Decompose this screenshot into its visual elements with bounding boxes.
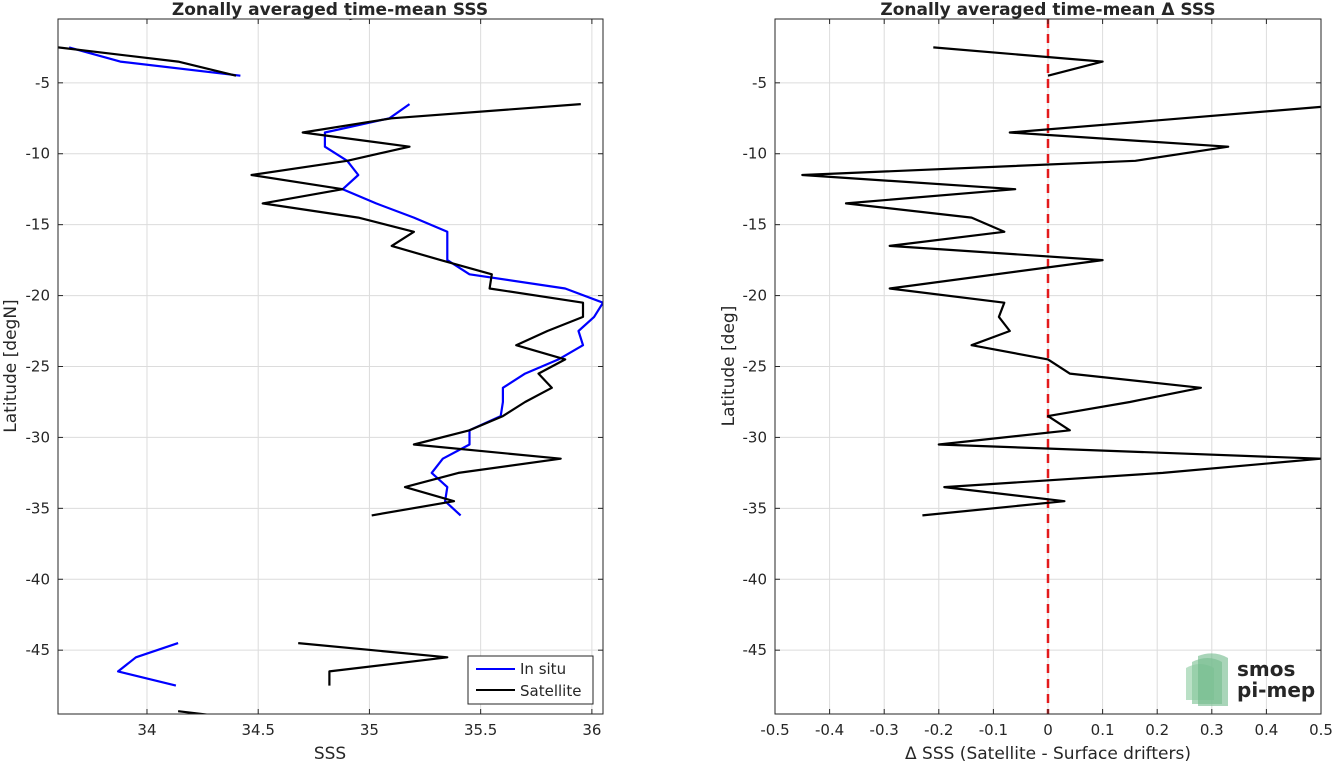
- sss-gridlines: [58, 19, 603, 714]
- delta-sss-y-tick-label: -30: [743, 428, 768, 446]
- sss-series-lines: [58, 19, 603, 714]
- delta-sss-y-axis-label: Latitude [deg]: [719, 306, 739, 427]
- sss-chart-title: Zonally averaged time-mean SSS: [172, 0, 488, 20]
- delta-sss-x-tick-label: -0.4: [815, 721, 844, 739]
- sss-y-tick-label: -40: [26, 570, 51, 588]
- sss-x-tick-label: 34.5: [242, 721, 275, 739]
- delta-sss-y-tick-label: -10: [743, 145, 768, 163]
- sss-ticks: 34 34.5 35 35.5 36 -5 -10 -15 -20 -25 -30 -35 -40 -45: [26, 19, 603, 739]
- legend-box: [467, 655, 594, 705]
- sss-satellite-line: [177, 710, 212, 714]
- sss-y-axis-label: Latitude [degN]: [1, 299, 21, 432]
- sss-x-axis-label: SSS: [314, 744, 346, 764]
- sss-in-situ-line: [68, 46, 241, 77]
- sss-y-tick-label: -5: [35, 74, 50, 92]
- sss-x-tick-label: 35: [360, 721, 379, 739]
- sss-x-tick-label: 34: [137, 721, 156, 739]
- delta-sss-y-tick-label: -35: [743, 499, 768, 517]
- delta-sss-profile-axes: -0.5 -0.4 -0.3 -0.2 -0.1 0 0.1 0.2 0.3 0.4 0.5 -5 -1…: [719, 0, 1333, 764]
- delta-sss-y-tick-label: -25: [743, 358, 768, 376]
- delta-sss-y-tick-label: -5: [752, 74, 767, 92]
- sss-x-tick-label: 35.5: [464, 721, 497, 739]
- delta-sss-x-tick-label: -0.1: [979, 721, 1008, 739]
- delta-sss-y-tick-label: -40: [743, 570, 768, 588]
- sss-satellite-line: [250, 103, 585, 517]
- logo-text-smos: smos: [1237, 657, 1295, 681]
- smos-pi-mep-logo: smos pi-mep: [1186, 653, 1315, 706]
- delta-sss-x-tick-label: 0: [1043, 721, 1053, 739]
- logo-waves-icon: [1186, 653, 1228, 706]
- logo-text-pi-mep: pi-mep: [1237, 678, 1315, 702]
- legend-satellite-label: Satellite: [520, 682, 581, 700]
- sss-y-tick-label: -25: [26, 358, 51, 376]
- sss-y-tick-label: -30: [26, 428, 51, 446]
- sss-satellite-line: [58, 46, 237, 77]
- delta-sss-x-tick-label: 0.3: [1200, 721, 1224, 739]
- sss-y-tick-label: -35: [26, 499, 51, 517]
- delta-sss-x-tick-label: -0.5: [760, 721, 789, 739]
- delta-sss-series-lines: [801, 19, 1321, 714]
- sss-x-tick-label: 36: [582, 721, 601, 739]
- delta-sss-x-tick-label: 0.2: [1145, 721, 1169, 739]
- sss-y-tick-label: -45: [26, 641, 51, 659]
- delta-sss-y-tick-label: -20: [743, 287, 768, 305]
- sss-in-situ-line: [323, 103, 603, 517]
- delta-sss-ticks: -0.5 -0.4 -0.3 -0.2 -0.1 0 0.1 0.2 0.3 0.4 0.5 -5 -1…: [743, 19, 1333, 739]
- legend-in-situ-label: In situ: [520, 660, 566, 678]
- delta-sss-x-tick-label: -0.2: [924, 721, 953, 739]
- legend: In situ Satellite: [467, 655, 594, 705]
- delta-sss-x-tick-label: 0.5: [1309, 721, 1333, 739]
- sss-y-tick-label: -15: [26, 216, 51, 234]
- sss-y-tick-label: -10: [26, 145, 51, 163]
- delta-sss-series-0-line: [933, 46, 1104, 77]
- delta-sss-x-tick-label: -0.3: [870, 721, 899, 739]
- delta-sss-gridlines: [774, 19, 1322, 714]
- sss-y-tick-label: -20: [26, 287, 51, 305]
- delta-sss-x-tick-label: 0.4: [1254, 721, 1278, 739]
- sss-profile-axes: 34 34.5 35 35.5 36 -5 -10 -15 -20 -25 -30 -35 -40 -45…: [1, 0, 604, 764]
- delta-sss-x-axis-label: Δ SSS (Satellite - Surface drifters): [905, 744, 1191, 764]
- delta-sss-chart-title: Zonally averaged time-mean Δ SSS: [880, 0, 1215, 20]
- delta-sss-series-0-line: [801, 105, 1321, 517]
- delta-sss-y-tick-label: -15: [743, 216, 768, 234]
- delta-sss-y-tick-label: -45: [743, 641, 768, 659]
- sss-in-situ-line: [116, 642, 179, 687]
- delta-sss-x-tick-label: 0.1: [1091, 721, 1115, 739]
- sss-satellite-line: [298, 642, 449, 686]
